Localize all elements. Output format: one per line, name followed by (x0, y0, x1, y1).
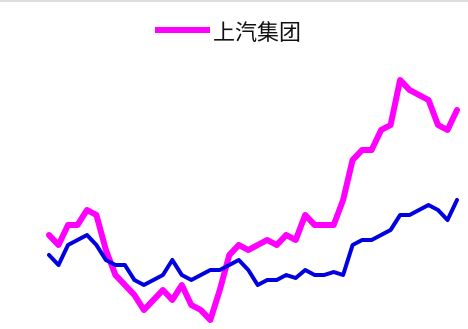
series-line (46, 77, 460, 323)
legend-label: 上汽集团 (213, 21, 301, 46)
series-line (47, 198, 459, 287)
